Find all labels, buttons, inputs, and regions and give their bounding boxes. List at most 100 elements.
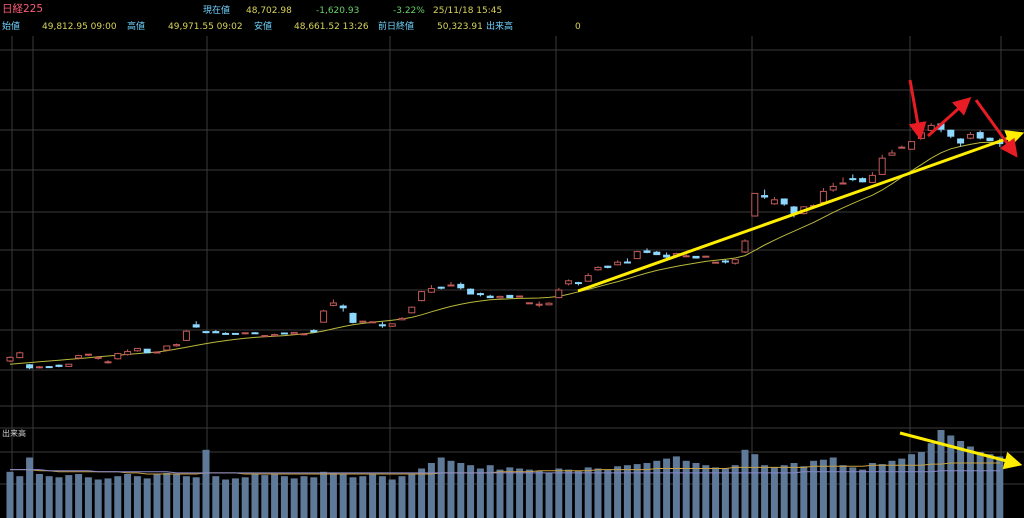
price-change-percent: -3.22%: [393, 6, 425, 16]
volume-bar: [329, 472, 337, 518]
volume-bar: [241, 477, 249, 518]
volume-bar: [839, 465, 847, 518]
candle-body: [486, 295, 494, 299]
volume-bar: [927, 443, 935, 518]
candle-body: [173, 344, 181, 347]
volume-ma-line-1: [10, 462, 1000, 475]
candle-body: [770, 199, 778, 205]
volume-bar: [702, 465, 710, 518]
volume-bar: [751, 454, 759, 518]
candle-body: [84, 353, 92, 356]
volume-bar: [261, 475, 269, 518]
volume-bars: [6, 430, 1004, 518]
low-label: 安値: [254, 22, 273, 32]
candle-body: [829, 185, 837, 191]
volume-bar: [721, 468, 729, 518]
volume-bar: [192, 477, 200, 518]
volume-bar: [251, 474, 259, 518]
candle-body: [476, 293, 484, 296]
volume-bar: [663, 458, 671, 518]
candle-body: [290, 331, 298, 335]
volume-bar: [545, 472, 553, 518]
volume-bar: [643, 463, 651, 518]
candle-body: [94, 356, 102, 359]
volume-bar: [359, 476, 367, 518]
volume-bar: [780, 465, 788, 518]
candle-body: [819, 190, 827, 203]
volume-bar: [163, 472, 171, 518]
uptrend-arrow: [577, 130, 1024, 293]
volume-bar: [75, 474, 83, 518]
candle-body: [202, 331, 210, 334]
candle-body: [182, 330, 190, 341]
open-label: 始値: [2, 22, 21, 32]
candle-body: [976, 132, 984, 139]
candle-body: [378, 324, 386, 327]
candle-body: [574, 282, 582, 285]
volume-bar: [868, 463, 876, 518]
volume-value: 0: [575, 22, 581, 32]
candle-body: [868, 174, 876, 183]
candle-body: [133, 347, 141, 352]
candle-body: [535, 303, 543, 306]
volume-bar: [976, 452, 984, 518]
candle-body: [300, 333, 308, 336]
volume-bar: [212, 476, 220, 518]
candle-body: [957, 138, 965, 144]
volume-bar: [770, 467, 778, 518]
volume-bar: [741, 449, 749, 518]
volume-bar: [937, 430, 945, 518]
volume-bar: [731, 465, 739, 518]
volume-bar: [45, 476, 53, 518]
volume-bar: [525, 469, 533, 518]
price-moving-average: [9, 141, 1000, 365]
candle-body: [623, 261, 631, 264]
volume-bar: [467, 465, 475, 518]
candle-body: [329, 302, 337, 306]
volume-bar: [672, 456, 680, 518]
volume-bar: [986, 454, 994, 518]
candle-body: [663, 254, 671, 258]
volume-bar: [633, 464, 641, 518]
volume-bar: [819, 459, 827, 518]
candle-body: [545, 302, 553, 306]
volume-bar: [26, 457, 34, 518]
candle-body: [45, 366, 53, 369]
volume-bar: [94, 479, 102, 518]
candle-body: [692, 255, 700, 259]
candle-body: [878, 157, 886, 175]
candle-body: [437, 286, 445, 289]
volume-bar: [623, 465, 631, 518]
volume-bar: [16, 476, 24, 518]
volume-bar: [957, 441, 965, 518]
volume-bar: [917, 452, 925, 518]
volume-bar: [153, 474, 161, 518]
candle-body: [398, 317, 406, 321]
volume-bar: [408, 474, 416, 518]
candle-body: [124, 351, 132, 356]
candle-body: [212, 331, 220, 334]
volume-bar: [388, 479, 396, 518]
volume-bar: [506, 467, 514, 518]
candle-body: [349, 312, 357, 323]
volume-bar: [378, 476, 386, 518]
candle-body: [280, 332, 288, 335]
candle-body: [369, 321, 377, 324]
candle-body: [947, 129, 955, 137]
candle-body: [712, 261, 720, 264]
candle-body: [320, 310, 328, 323]
volume-bar: [584, 467, 592, 518]
volume-bar: [712, 467, 720, 518]
candle-body: [908, 141, 916, 150]
candle-body: [594, 266, 602, 271]
candle-body: [65, 363, 73, 367]
volume-bar: [800, 466, 808, 518]
wave-down-arrow-1: [908, 79, 927, 141]
candle-body: [927, 124, 935, 131]
volume-panel-label: 出来高: [2, 429, 26, 438]
candle-body: [75, 355, 83, 359]
wave-up-arrow: [926, 96, 972, 138]
candle-body: [339, 305, 347, 309]
candle-body: [35, 366, 43, 369]
high-label: 高値: [127, 22, 146, 32]
